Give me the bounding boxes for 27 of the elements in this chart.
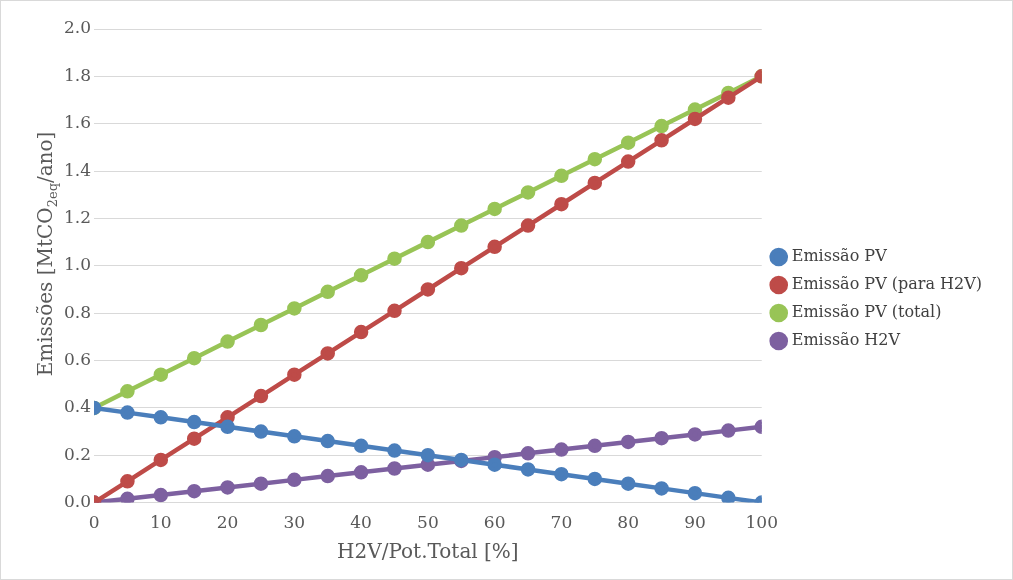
x-tick-label: 40: [350, 512, 372, 533]
x-tick-label: 90: [684, 512, 706, 533]
legend-label: Emissão PV (total): [791, 302, 942, 322]
y-tick-label: 0.0: [63, 491, 92, 512]
y-tick-label: 1.0: [63, 254, 92, 275]
y-tick-label: 0.6: [63, 348, 92, 369]
legend-label: Emissão PV: [791, 246, 888, 266]
y-tick-label: 2.0: [63, 17, 92, 38]
x-tick-label: 20: [216, 512, 239, 533]
y-tick-label: 0.2: [63, 443, 92, 464]
x-tick-label: 80: [617, 512, 639, 533]
x-axis-title: H2V/Pot.Total [%]: [337, 539, 519, 564]
y-tick-label: 1.8: [63, 64, 92, 85]
y-tick-label: 1.6: [63, 112, 92, 133]
y-tick-label: 1.4: [63, 159, 92, 180]
x-tick-label: 70: [550, 512, 573, 533]
x-tick-label: 100: [745, 512, 778, 533]
y-tick-label: 0.8: [63, 301, 92, 322]
legend-label: Emissão PV (para H2V): [791, 274, 982, 294]
x-tick-label: 0: [88, 512, 100, 533]
y-tick-label: 0.4: [63, 396, 92, 417]
x-tick-label: 10: [149, 512, 172, 533]
legend-label: Emissão H2V: [791, 330, 901, 350]
x-tick-label: 30: [283, 512, 306, 533]
y-tick-label: 1.2: [63, 206, 92, 227]
x-tick-label: 60: [483, 512, 506, 533]
x-tick-label: 50: [417, 512, 439, 533]
